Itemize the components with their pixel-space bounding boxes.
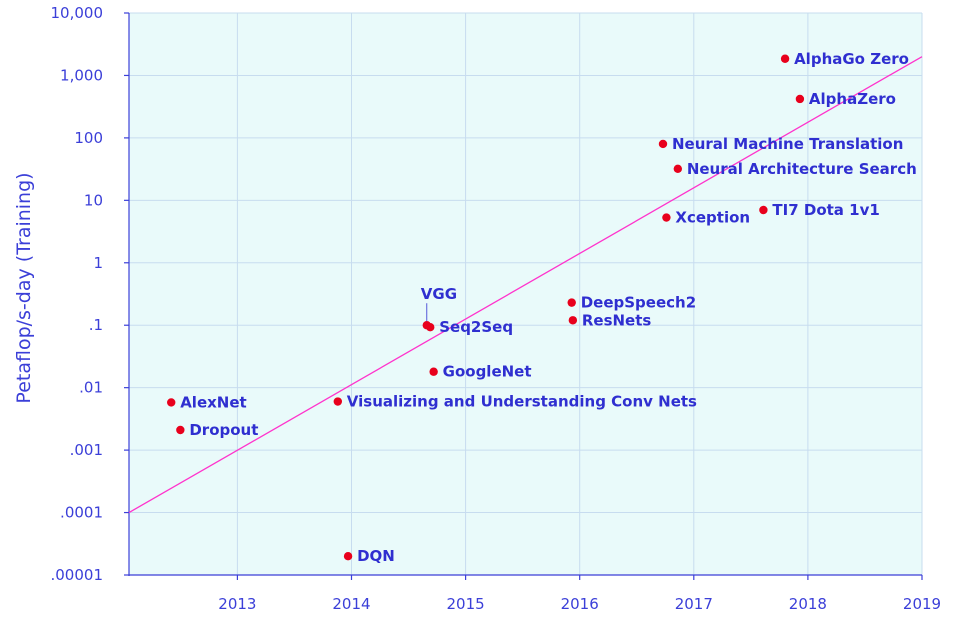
data-point xyxy=(422,321,432,330)
x-tick-label: 2016 xyxy=(561,595,599,613)
data-point xyxy=(673,164,683,173)
data-point xyxy=(167,398,176,407)
point-label: Dropout xyxy=(189,421,258,439)
data-point xyxy=(429,367,438,376)
y-tick-label: .0001 xyxy=(60,504,103,522)
point-label: Seq2Seq xyxy=(439,318,513,336)
data-point xyxy=(658,139,668,149)
point-label: DQN xyxy=(357,547,395,565)
point-label: AlexNet xyxy=(180,393,247,411)
data-point xyxy=(343,552,353,561)
point-label: AlphaGo Zero xyxy=(794,50,909,68)
data-point xyxy=(662,213,671,222)
point-label: ResNets xyxy=(582,311,652,329)
data-point xyxy=(176,425,185,435)
data-point xyxy=(568,316,578,325)
point-label: Xception xyxy=(675,209,750,227)
point-label: TI7 Dota 1v1 xyxy=(772,201,879,219)
point-label: Neural Machine Translation xyxy=(672,135,903,153)
y-tick-label: .00001 xyxy=(51,566,104,584)
y-tick-label: 10,000 xyxy=(51,4,104,22)
x-tick-label: 2017 xyxy=(675,595,713,613)
data-point xyxy=(567,298,576,307)
axes xyxy=(128,13,922,576)
y-tick-label: 100 xyxy=(74,129,103,147)
point-label: DeepSpeech2 xyxy=(581,294,696,312)
point-label: VGG xyxy=(421,285,457,303)
trendline xyxy=(128,56,923,514)
y-tick-label: .001 xyxy=(70,441,103,459)
trendline-group xyxy=(128,56,923,514)
data-point xyxy=(333,397,343,406)
data-point xyxy=(795,94,805,104)
y-axis-ticks: .00001 .0001 .001 .01 .1 1 10 100 1,000 10,000 xyxy=(51,4,129,584)
x-tick-label: 2014 xyxy=(332,595,370,613)
y-tick-label: .1 xyxy=(89,316,103,334)
x-tick-label: 2018 xyxy=(789,595,827,613)
x-axis-ticks: 2013 2014 2015 2016 2017 2018 2019 xyxy=(218,575,941,613)
y-axis-label: Petaflop/s-day (Training) xyxy=(13,172,35,403)
y-tick-label: 10 xyxy=(84,191,103,209)
data-points xyxy=(167,54,805,561)
point-label: AlphaZero xyxy=(809,90,896,108)
point-labels: AlexNet Dropout DQN Visualizing and Underst… xyxy=(180,50,917,565)
x-tick-label: 2013 xyxy=(218,595,256,613)
data-point xyxy=(759,205,768,215)
point-label: Visualizing and Understanding Conv Nets xyxy=(347,393,697,411)
y-tick-label: 1 xyxy=(93,254,103,272)
point-label: Neural Architecture Search xyxy=(687,160,917,178)
plot-area xyxy=(129,13,922,575)
y-tick-label: .01 xyxy=(79,379,103,397)
x-tick-label: 2019 xyxy=(903,595,941,613)
y-tick-label: 1,000 xyxy=(60,66,103,84)
point-label: GoogleNet xyxy=(443,363,532,381)
x-tick-label: 2015 xyxy=(447,595,485,613)
data-point xyxy=(780,54,790,63)
